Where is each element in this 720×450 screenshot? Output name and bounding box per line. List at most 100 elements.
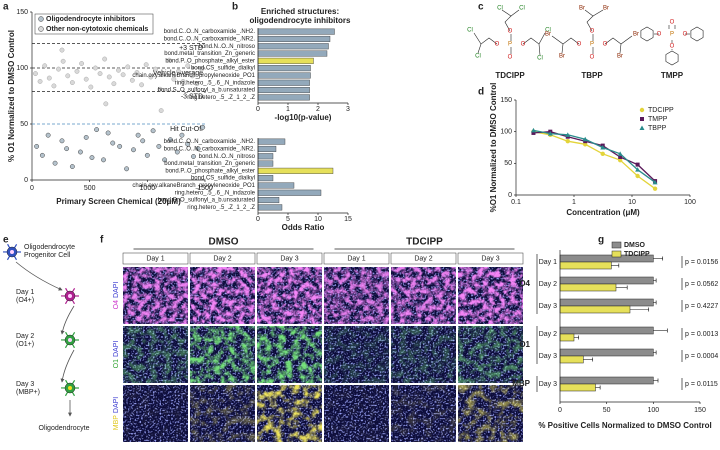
bar — [257, 182, 295, 189]
bar — [559, 298, 654, 307]
y-tick-label: 0 — [508, 192, 512, 199]
panel-letter: g — [598, 235, 604, 246]
atom-label: Br — [559, 54, 565, 60]
stain-label: O4 DAPI — [113, 282, 120, 310]
bar — [257, 50, 328, 57]
data-point — [652, 179, 658, 185]
micrograph-stain — [324, 326, 389, 383]
day-header-box — [256, 252, 323, 265]
node-label: (O4+) — [16, 297, 34, 304]
x-tick-label: 150 — [694, 407, 706, 414]
data-point — [56, 66, 61, 72]
atom-label: Br — [579, 6, 585, 12]
category-label: Day 2 — [539, 331, 557, 338]
category-label: chain.oxy.alkaneBranch_propyleneoxide_PO… — [132, 73, 255, 79]
atom-label: P — [590, 42, 594, 48]
category-label: bond.C..O..N_carboxamide_.NR2. — [164, 147, 256, 153]
day-header-box — [323, 252, 390, 265]
x-tick-label: 10 — [628, 199, 636, 206]
category-label: chain.oxy.alkaneBranch_propyleneoxide_PO… — [132, 183, 255, 189]
structure-name: TBPP — [581, 71, 603, 80]
data-point — [531, 130, 536, 135]
legend-marker — [38, 26, 44, 32]
data-point — [116, 67, 121, 73]
data-point — [124, 166, 130, 172]
data-point — [97, 71, 103, 77]
fit-line — [533, 131, 656, 190]
data-point — [83, 76, 89, 82]
y-tick-label: 50 — [504, 160, 512, 167]
condition-label: TDCIPP — [406, 237, 443, 248]
structure-name: TDCIPP — [495, 71, 525, 80]
data-point — [45, 132, 51, 138]
p-value: p = 0.4227 — [685, 303, 718, 310]
data-point — [530, 127, 536, 133]
panel-letter: c — [478, 2, 484, 13]
x-tick-label: 50 — [603, 407, 611, 414]
data-point — [167, 137, 173, 143]
data-point — [60, 58, 66, 64]
bond — [510, 9, 520, 17]
data-point — [179, 132, 185, 138]
micrograph-stain — [190, 385, 255, 442]
bond — [561, 37, 580, 54]
bar — [257, 197, 280, 204]
x-tick-label: 1000 — [140, 185, 156, 192]
data-point — [134, 70, 140, 75]
data-point — [176, 68, 181, 74]
stain-marker: O1 — [113, 359, 120, 368]
day-header: Day 2 — [213, 255, 231, 262]
legend-label: TDCIPP — [648, 107, 674, 114]
micrograph-stain — [257, 267, 322, 324]
legend-label: TDCIPP — [624, 251, 650, 258]
data-point — [199, 66, 204, 72]
legend-marker — [639, 125, 645, 130]
bar — [257, 35, 331, 42]
legend-swatch — [611, 241, 622, 249]
data-point — [191, 154, 196, 159]
data-point — [635, 167, 641, 172]
bar — [257, 138, 286, 145]
data-point — [135, 132, 141, 138]
atom-label: O — [521, 42, 526, 48]
ring — [665, 50, 679, 66]
data-point — [89, 155, 95, 161]
x-tick-label: 0.1 — [511, 199, 521, 206]
atom-label: Br — [617, 54, 623, 60]
bar — [559, 276, 654, 285]
arrow — [60, 305, 75, 335]
data-point — [117, 143, 123, 149]
category-label: Day 3 — [539, 353, 557, 360]
data-point — [162, 71, 168, 77]
x-tick-label: 1 — [286, 106, 290, 113]
category-label: Day 2 — [539, 281, 557, 288]
panel-letter: b — [232, 2, 238, 13]
x-tick-label: 500 — [84, 185, 96, 192]
data-point — [103, 101, 109, 107]
structure-name: TMPP — [661, 71, 684, 80]
bar — [559, 383, 596, 392]
data-point — [189, 73, 195, 79]
bar — [257, 189, 322, 196]
data-point — [42, 63, 48, 69]
data-point — [582, 136, 588, 142]
category-label: ring.hetero_.5_.Z_1_2_.Z — [187, 205, 255, 211]
p-value: p = 0.0156 — [685, 259, 718, 266]
atom-label: Cl — [545, 28, 551, 34]
micrograph-stain — [324, 385, 389, 442]
day-header: Day 3 — [481, 255, 499, 262]
p-value: p = 0.0004 — [685, 353, 718, 360]
day-header-box — [122, 252, 189, 265]
bond — [584, 9, 594, 32]
legend-marker — [38, 16, 44, 22]
atom-label: Cl — [519, 6, 525, 12]
bar — [257, 204, 283, 211]
day-header: Day 3 — [280, 255, 298, 262]
atom-label: O — [670, 44, 675, 50]
micrograph-stain — [324, 267, 389, 324]
category-label: bond.metal_transition_Zn_generic — [164, 161, 255, 167]
node-label: (MBP+) — [16, 389, 40, 396]
data-point — [102, 56, 108, 62]
bar — [257, 145, 277, 152]
bar — [257, 28, 335, 35]
